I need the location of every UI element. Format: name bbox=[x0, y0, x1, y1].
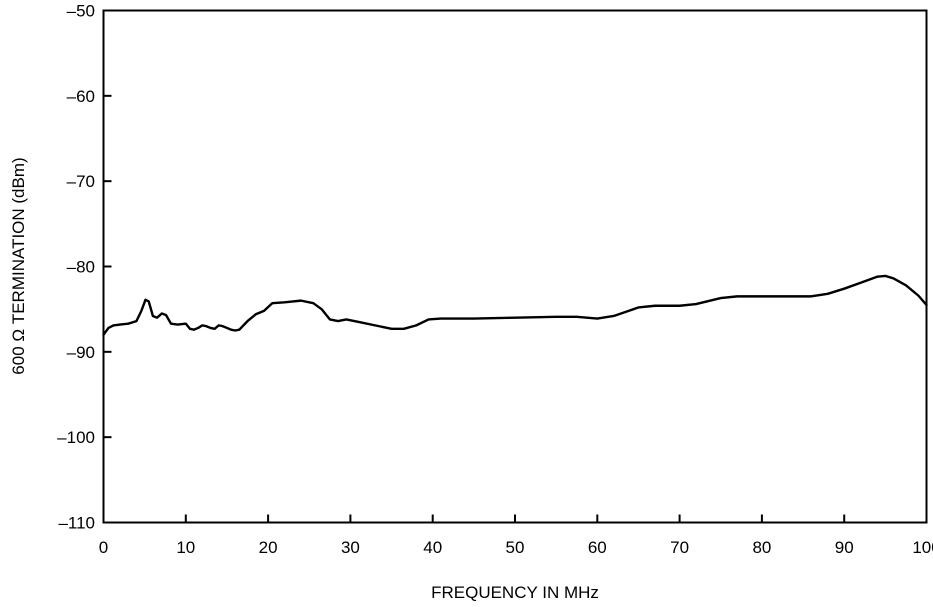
x-tick-label: 80 bbox=[752, 538, 771, 557]
x-tick-label: 20 bbox=[259, 538, 278, 557]
series-lines bbox=[102, 274, 928, 336]
x-tick-label: 70 bbox=[670, 538, 689, 557]
y-tick-label: –100 bbox=[57, 428, 95, 447]
y-axis-title: 600 Ω TERMINATION (dBm) bbox=[9, 157, 28, 374]
y-axis-ticks: –50 –60 –70 –80 –90 –100 –110 bbox=[57, 2, 112, 533]
x-tick-label: 90 bbox=[835, 538, 854, 557]
x-tick-label: 60 bbox=[588, 538, 607, 557]
series-line-0 bbox=[102, 274, 928, 336]
x-tick-label: 30 bbox=[341, 538, 360, 557]
x-tick-label: 10 bbox=[176, 538, 195, 557]
x-axis-title: FREQUENCY IN MHz bbox=[431, 583, 599, 602]
x-tick-label: 100 bbox=[912, 538, 933, 557]
y-tick-label: –60 bbox=[67, 87, 95, 106]
y-tick-label: –80 bbox=[67, 258, 95, 277]
y-tick-label: –50 bbox=[67, 2, 95, 21]
x-tick-label: 40 bbox=[423, 538, 442, 557]
x-tick-label: 0 bbox=[99, 538, 108, 557]
y-tick-label: –70 bbox=[67, 172, 95, 191]
plot-area-frame bbox=[102, 9, 928, 524]
x-tick-label: 50 bbox=[506, 538, 525, 557]
y-tick-label: –90 bbox=[67, 343, 95, 362]
x-axis-ticks: 0 10 20 30 40 50 60 70 80 90 100 bbox=[99, 514, 933, 557]
y-tick-label: –110 bbox=[58, 514, 95, 533]
